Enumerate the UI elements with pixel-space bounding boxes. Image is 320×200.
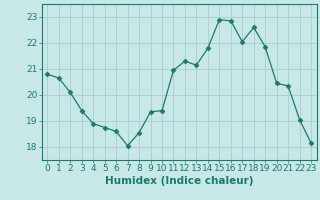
X-axis label: Humidex (Indice chaleur): Humidex (Indice chaleur) [105, 176, 253, 186]
